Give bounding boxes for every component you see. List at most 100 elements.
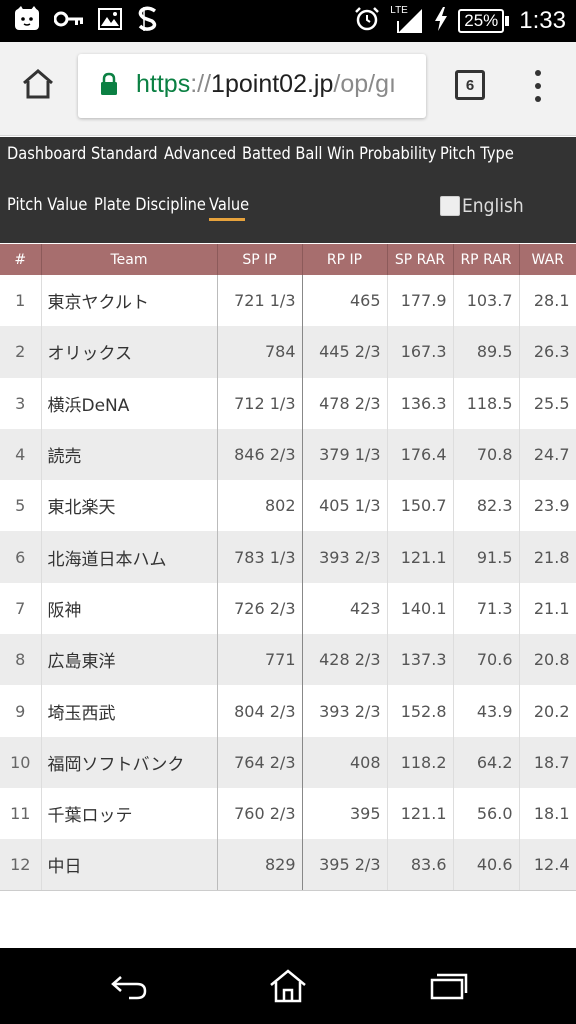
cell-sp-ip: 829 (217, 839, 303, 892)
cat-notification-icon (14, 6, 40, 36)
recents-icon (430, 973, 468, 1000)
nav-win-probability[interactable]: Win Probability (327, 144, 437, 164)
url-text: https://1point02.jp/op/gı (136, 70, 396, 99)
cell-war: 21.1 (519, 582, 576, 635)
cell-war: 23.9 (519, 480, 576, 532)
table-row[interactable]: 8 広島東洋 771 428 2/3 137.3 70.6 20.8 (0, 634, 576, 686)
s-app-icon (136, 6, 160, 36)
nav-pitch-type[interactable]: Pitch Type (440, 144, 514, 164)
cell-sp-ip: 764 2/3 (217, 736, 303, 788)
cell-team[interactable]: 読売 (41, 428, 218, 481)
cell-rp-ip: 408 (302, 736, 388, 788)
col-rank-header[interactable]: # (0, 244, 42, 275)
back-button[interactable] (106, 966, 152, 1006)
table-row[interactable]: 1 東京ヤクルト 721 1/3 465 177.9 103.7 28.1 (0, 275, 576, 327)
cell-rp-rar: 64.2 (453, 736, 520, 788)
english-label: English (462, 195, 524, 217)
cell-war: 18.1 (519, 787, 576, 840)
col-war-header[interactable]: WAR (519, 244, 576, 275)
cell-sp-ip: 760 2/3 (217, 787, 303, 840)
cell-sp-ip: 712 1/3 (217, 377, 303, 429)
english-checkbox[interactable] (440, 196, 460, 216)
cell-sp-rar: 140.1 (387, 582, 454, 635)
cell-rp-ip: 445 2/3 (302, 326, 388, 378)
cell-sp-rar: 121.1 (387, 531, 454, 583)
nav-dashboard[interactable]: Dashboard (7, 144, 87, 164)
cell-team[interactable]: 東京ヤクルト (41, 275, 218, 327)
cell-sp-rar: 83.6 (387, 839, 454, 892)
cell-rp-rar: 103.7 (453, 275, 520, 327)
address-bar[interactable]: https://1point02.jp/op/gı (78, 54, 426, 118)
table-row[interactable]: 9 埼玉西武 804 2/3 393 2/3 152.8 43.9 20.2 (0, 685, 576, 737)
site-nav (0, 137, 576, 243)
nav-plate-discipline[interactable]: Plate Discipline (94, 195, 206, 215)
cell-team[interactable]: 千葉ロッテ (41, 787, 218, 840)
table-row[interactable]: 11 千葉ロッテ 760 2/3 395 121.1 56.0 18.1 (0, 787, 576, 840)
cell-rank: 11 (0, 787, 42, 840)
col-rp-ip-header[interactable]: RP IP (302, 244, 388, 275)
cell-team[interactable]: 広島東洋 (41, 634, 218, 686)
browser-home-button[interactable] (14, 60, 62, 108)
col-rp-rar-header[interactable]: RP RAR (453, 244, 520, 275)
cell-team[interactable]: 阪神 (41, 582, 218, 635)
cell-rp-ip: 395 2/3 (302, 839, 388, 892)
url-path: /op/gı (333, 70, 396, 98)
table-row[interactable]: 12 中日 829 395 2/3 83.6 40.6 12.4 (0, 839, 576, 892)
tab-switcher-icon[interactable]: 6 (455, 70, 485, 100)
cell-team[interactable]: 横浜DeNA (41, 377, 218, 429)
english-toggle[interactable]: English (440, 195, 531, 217)
cell-team[interactable]: 中日 (41, 839, 218, 892)
table-row[interactable]: 2 オリックス 784 445 2/3 167.3 89.5 26.3 (0, 326, 576, 378)
cell-sp-rar: 167.3 (387, 326, 454, 378)
table-row[interactable]: 4 読売 846 2/3 379 1/3 176.4 70.8 24.7 (0, 428, 576, 481)
lock-icon (100, 72, 118, 100)
cell-rank: 7 (0, 582, 42, 635)
cell-team[interactable]: オリックス (41, 326, 218, 378)
table-row[interactable]: 6 北海道日本ハム 783 1/3 393 2/3 121.1 91.5 21.8 (0, 531, 576, 583)
cell-rp-ip: 423 (302, 582, 388, 635)
cell-war: 24.7 (519, 428, 576, 481)
cell-team[interactable]: 埼玉西武 (41, 685, 218, 737)
cell-sp-rar: 118.2 (387, 736, 454, 788)
cell-rp-rar: 40.6 (453, 839, 520, 892)
home-icon (270, 969, 306, 1003)
cell-sp-ip: 726 2/3 (217, 582, 303, 635)
cell-war: 20.8 (519, 634, 576, 686)
clock: 1:33 (519, 7, 566, 34)
home-icon (23, 69, 53, 99)
col-sp-ip-header[interactable]: SP IP (217, 244, 303, 275)
nav-pitch-value[interactable]: Pitch Value (7, 195, 88, 215)
recents-button[interactable] (425, 966, 471, 1006)
cell-rp-rar: 89.5 (453, 326, 520, 378)
image-icon (98, 8, 122, 34)
col-team-header[interactable]: Team (41, 244, 218, 275)
cell-sp-ip: 783 1/3 (217, 531, 303, 583)
cell-rank: 12 (0, 839, 42, 892)
cell-rp-rar: 91.5 (453, 531, 520, 583)
cell-rank: 2 (0, 326, 42, 378)
table-row[interactable]: 7 阪神 726 2/3 423 140.1 71.3 21.1 (0, 582, 576, 635)
cell-rank: 6 (0, 531, 42, 583)
url-separator: :// (190, 70, 212, 98)
cell-rp-rar: 56.0 (453, 787, 520, 840)
cell-team[interactable]: 福岡ソフトバンク (41, 736, 218, 788)
cell-sp-ip: 771 (217, 634, 303, 686)
cell-war: 21.8 (519, 531, 576, 583)
cell-sp-rar: 121.1 (387, 787, 454, 840)
nav-advanced[interactable]: Advanced (164, 144, 237, 164)
overflow-menu-icon[interactable] (528, 66, 548, 106)
table-row[interactable]: 5 東北楽天 802 405 1/3 150.7 82.3 23.9 (0, 480, 576, 532)
cell-rp-rar: 43.9 (453, 685, 520, 737)
table-row[interactable]: 3 横浜DeNA 712 1/3 478 2/3 136.3 118.5 25.5 (0, 377, 576, 429)
network-type-label: LTE (390, 5, 408, 16)
cell-rp-rar: 71.3 (453, 582, 520, 635)
nav-standard[interactable]: Standard (91, 144, 158, 164)
home-button[interactable] (265, 966, 311, 1006)
table-row[interactable]: 10 福岡ソフトバンク 764 2/3 408 118.2 64.2 18.7 (0, 736, 576, 788)
col-sp-rar-header[interactable]: SP RAR (387, 244, 454, 275)
url-host: 1point02.jp (211, 70, 334, 98)
cell-team[interactable]: 東北楽天 (41, 480, 218, 532)
cell-team[interactable]: 北海道日本ハム (41, 531, 218, 583)
nav-batted-ball[interactable]: Batted Ball (242, 144, 323, 164)
nav-value[interactable]: Value (209, 195, 250, 215)
